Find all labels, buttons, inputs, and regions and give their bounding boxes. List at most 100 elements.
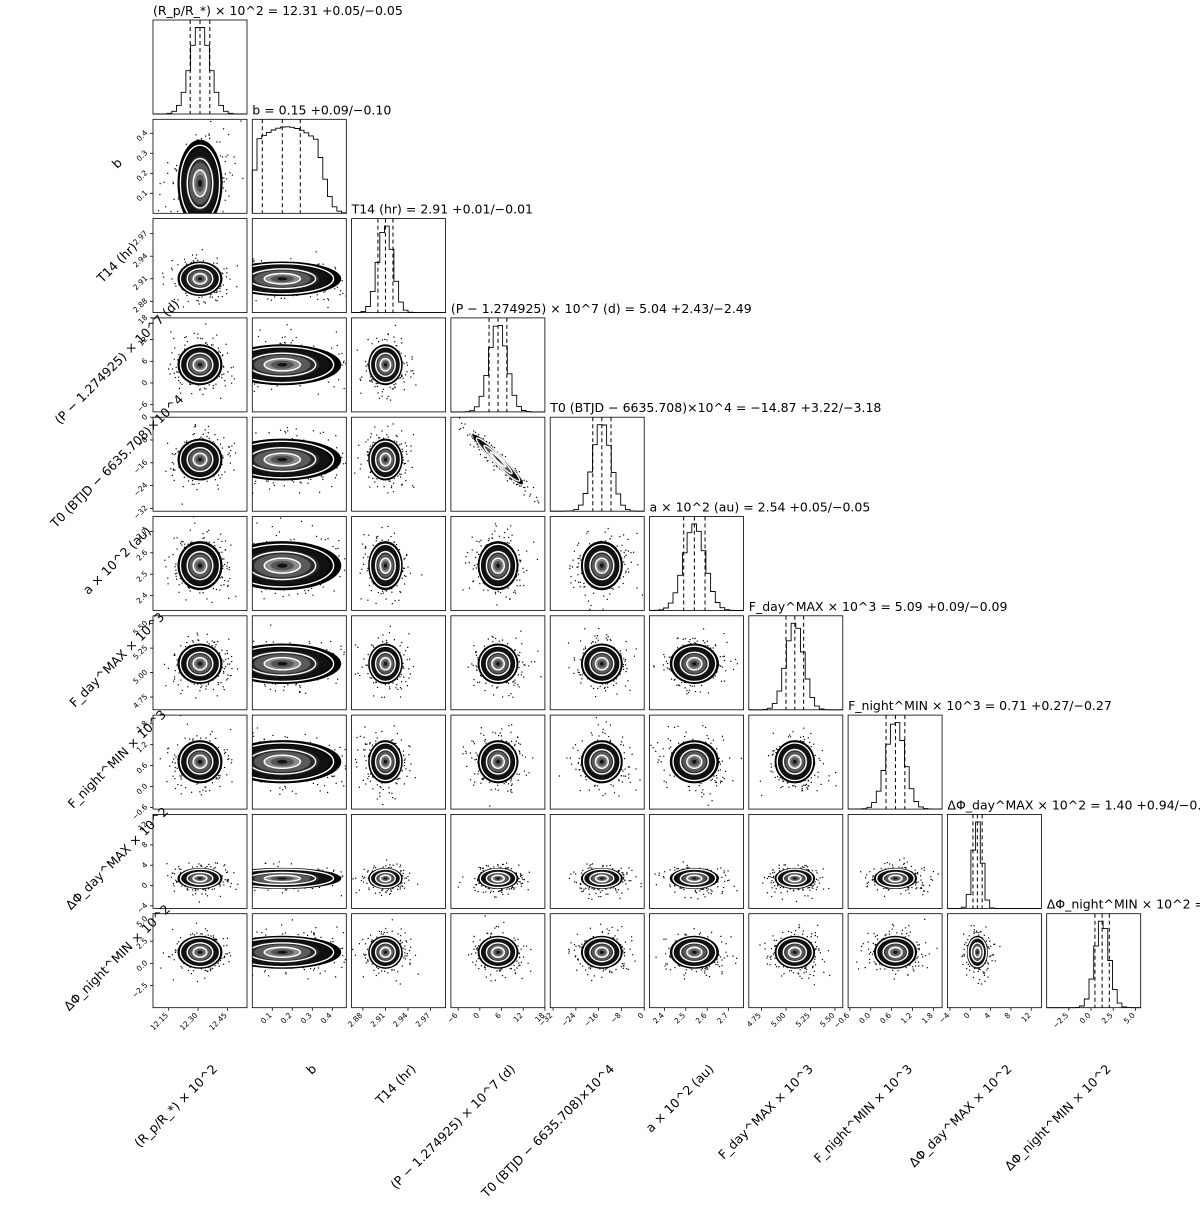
sample-point — [228, 280, 229, 281]
sample-point — [231, 174, 233, 176]
sample-point — [474, 431, 477, 434]
sample-point — [491, 635, 493, 637]
sample-point — [191, 640, 194, 642]
sample-point — [231, 661, 233, 663]
sample-point — [231, 667, 233, 670]
sample-point — [479, 583, 481, 585]
sample-point — [474, 564, 476, 566]
contour-line — [485, 551, 511, 581]
sample-point — [508, 542, 510, 544]
sample-point — [176, 572, 178, 574]
sample-point — [175, 169, 177, 171]
contour-line — [252, 447, 317, 473]
sample-point — [176, 659, 178, 661]
sample-point — [210, 120, 212, 122]
sample-point — [192, 235, 193, 236]
sample-point — [469, 443, 472, 446]
sample-point — [268, 432, 270, 434]
sample-point — [401, 375, 403, 377]
sample-point — [334, 266, 336, 268]
sample-point — [219, 546, 221, 548]
sample-point — [229, 675, 231, 677]
panel-2d-2-3 — [351, 317, 447, 413]
sample-point — [421, 574, 423, 576]
sample-point — [518, 666, 520, 669]
sample-point — [250, 281, 251, 282]
sample-point — [171, 267, 173, 269]
sample-point — [246, 283, 247, 284]
sample-point — [536, 558, 538, 560]
contour-line — [186, 268, 214, 290]
sample-point — [372, 444, 374, 446]
sample-point — [274, 296, 276, 298]
sample-point — [233, 156, 235, 158]
sample-point — [181, 383, 183, 385]
sample-point — [221, 540, 223, 543]
sample-point — [590, 604, 592, 607]
sample-point — [232, 469, 233, 470]
sample-point — [488, 538, 490, 540]
sample-point — [518, 686, 520, 688]
sample-point — [223, 366, 225, 368]
sample-point — [178, 376, 180, 378]
density-level — [277, 457, 288, 462]
sample-point — [641, 594, 644, 596]
sample-point — [372, 378, 374, 380]
sample-point — [537, 502, 540, 504]
sample-point — [245, 275, 246, 276]
sample-point — [230, 355, 231, 356]
sample-point — [396, 678, 399, 680]
sample-point — [251, 283, 252, 284]
sample-point — [221, 156, 224, 158]
sample-point — [223, 660, 225, 662]
sample-point — [469, 433, 471, 436]
contour-line — [379, 656, 392, 671]
panel-2d-0-1 — [152, 118, 248, 236]
sample-point — [214, 479, 217, 481]
sample-point — [400, 473, 402, 475]
sample-point — [224, 549, 226, 551]
sample-point — [412, 370, 414, 372]
sample-point — [171, 214, 172, 215]
sample-point — [299, 691, 301, 693]
sample-point — [387, 539, 389, 541]
sample-point — [473, 679, 475, 681]
sample-point — [265, 341, 267, 343]
sample-point — [234, 162, 236, 165]
sample-point — [165, 566, 167, 568]
sample-point — [370, 644, 373, 646]
sample-point — [377, 637, 379, 639]
sample-point — [183, 258, 186, 260]
sample-point — [236, 653, 237, 654]
sample-point — [261, 591, 263, 593]
sample-point — [400, 375, 403, 377]
sample-point — [354, 673, 356, 675]
sample-point — [216, 257, 218, 259]
sample-point — [578, 542, 580, 544]
sample-point — [193, 483, 195, 485]
sample-point — [248, 655, 249, 656]
sample-point — [260, 260, 263, 262]
sample-point — [407, 460, 409, 462]
sample-point — [221, 576, 223, 578]
sample-point — [400, 591, 402, 593]
sample-point — [619, 536, 621, 538]
sample-point — [203, 229, 204, 230]
sample-point — [239, 668, 240, 669]
sample-point — [520, 485, 522, 487]
sample-point — [477, 681, 479, 684]
sample-point — [235, 463, 236, 464]
sample-point — [244, 298, 245, 299]
sample-point — [335, 682, 337, 684]
panel-frame — [152, 416, 248, 512]
sample-point — [212, 344, 214, 346]
sample-point — [376, 337, 378, 339]
sample-point — [336, 447, 338, 449]
sample-point — [223, 689, 225, 691]
density-level — [198, 362, 202, 367]
sample-point — [350, 469, 351, 470]
sample-point — [393, 384, 395, 386]
sample-point — [201, 220, 202, 221]
sample-point — [504, 455, 507, 458]
sample-point — [356, 349, 358, 351]
